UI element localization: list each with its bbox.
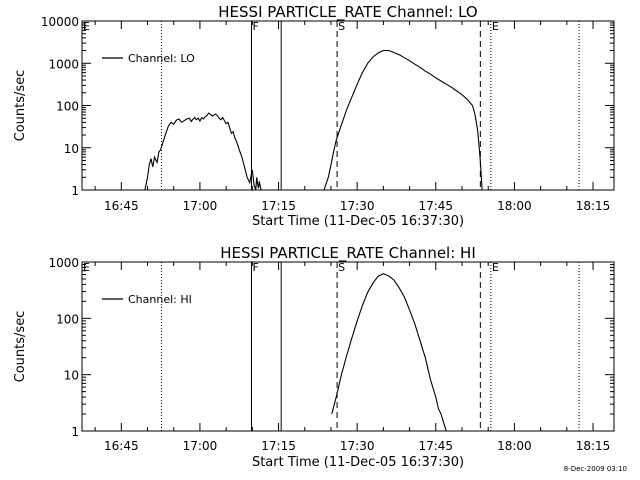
- y-tick-label: 1000: [48, 256, 79, 270]
- x-tick-label: 17:15: [261, 439, 296, 453]
- x-tick-label: 18:00: [497, 439, 532, 453]
- x-tick-label: 18:15: [576, 199, 611, 213]
- x-tick-label: 17:30: [340, 439, 375, 453]
- x-tick-label: 16:45: [104, 199, 139, 213]
- y-axis-label: Counts/sec: [13, 311, 28, 383]
- event-marker-label: S: [338, 20, 345, 33]
- x-tick-label: 17:00: [183, 199, 218, 213]
- x-tick-label: 17:30: [340, 199, 375, 213]
- event-marker-label: E: [83, 261, 90, 274]
- event-marker-label: F: [252, 20, 258, 33]
- x-tick-label: 17:45: [418, 439, 453, 453]
- series-line: [331, 273, 447, 432]
- chart-panel-hi: HESSI PARTICLE_RATE Channel: HI Start Tim…: [13, 244, 615, 470]
- x-tick-label: 16:45: [104, 439, 139, 453]
- legend-entry: Channel: HI: [128, 293, 192, 306]
- event-marker-label: E: [83, 20, 90, 33]
- y-tick-label: 1: [71, 425, 79, 439]
- event-marker-label: E: [492, 261, 499, 274]
- x-tick-label: 18:15: [576, 439, 611, 453]
- y-tick-label: 10: [64, 369, 79, 383]
- y-tick-label: 1000: [48, 57, 79, 71]
- y-axis-label: Counts/sec: [13, 70, 28, 142]
- y-tick-label: 100: [56, 312, 79, 326]
- footer-timestamp: 8-Dec-2009 03:10: [564, 465, 627, 473]
- x-tick-label: 18:00: [497, 199, 532, 213]
- x-tick-label: 17:15: [261, 199, 296, 213]
- event-marker-label: E: [492, 20, 499, 33]
- y-tick-label: 10: [64, 142, 79, 156]
- event-marker-label: F: [252, 261, 258, 274]
- event-marker-label: S: [338, 261, 345, 274]
- y-tick-label: 100: [56, 100, 79, 114]
- y-tick-label: 10000: [41, 15, 79, 29]
- x-tick-label: 17:45: [418, 199, 453, 213]
- x-axis-label: Start Time (11-Dec-05 16:37:30): [252, 455, 464, 470]
- chart-title: HESSI PARTICLE_RATE Channel: HI: [220, 244, 476, 263]
- chart-title: HESSI PARTICLE_RATE Channel: LO: [218, 3, 477, 22]
- x-axis-label: Start Time (11-Dec-05 16:37:30): [252, 214, 464, 229]
- x-tick-label: 17:00: [183, 439, 218, 453]
- series-line: [144, 112, 262, 191]
- series-line: [323, 49, 483, 191]
- chart-panel-lo: HESSI PARTICLE_RATE Channel: LO Start Tim…: [13, 3, 615, 229]
- y-tick-label: 1: [71, 184, 79, 198]
- legend-entry: Channel: LO: [128, 52, 195, 65]
